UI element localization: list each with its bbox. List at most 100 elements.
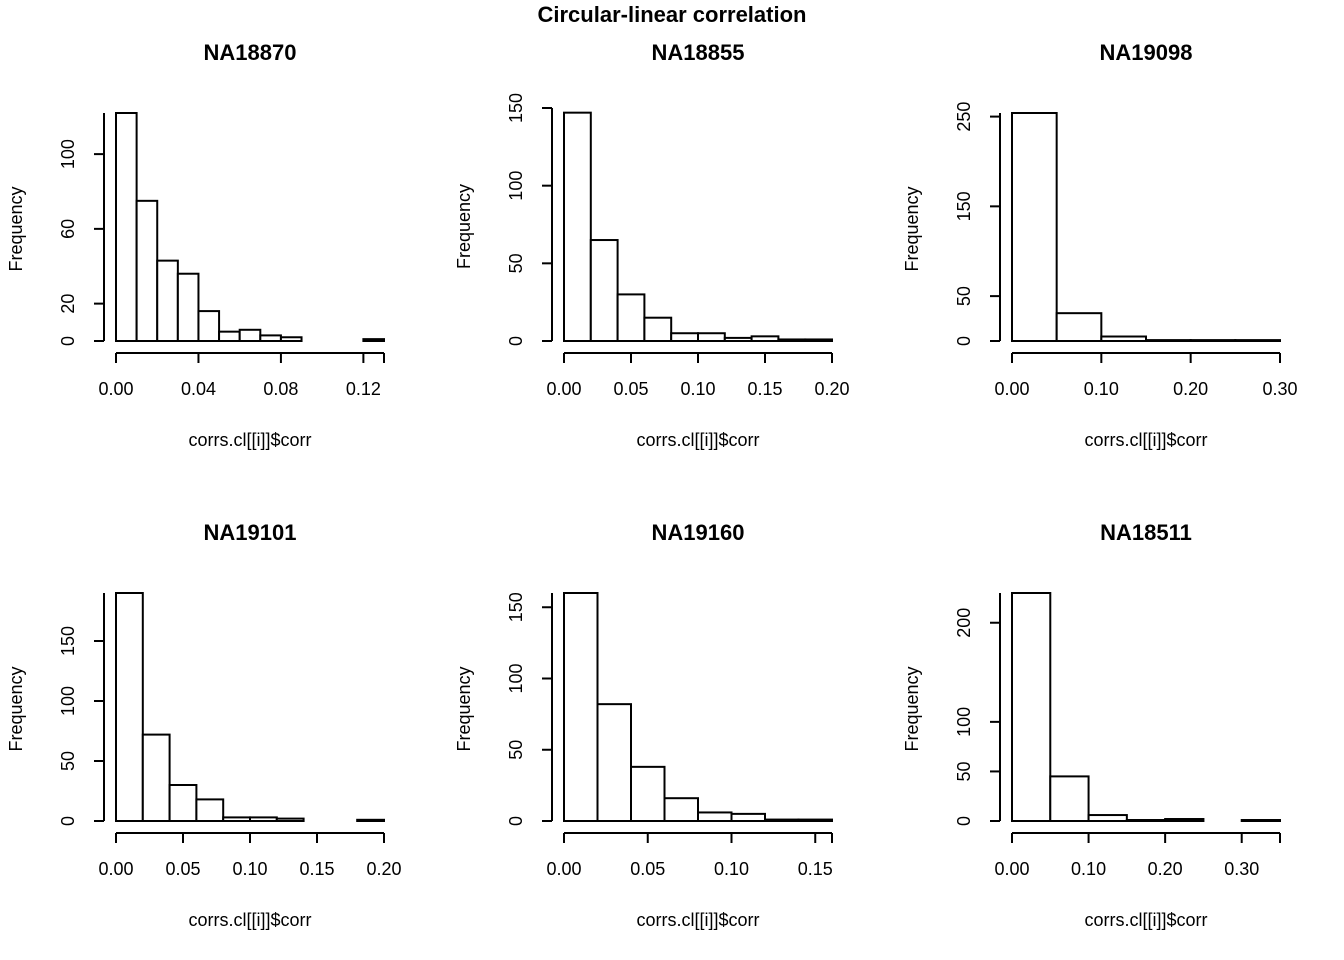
- x-axis-label: corrs.cl[[i]]$corr: [636, 430, 759, 450]
- histogram-bar: [777, 338, 807, 342]
- histogram-bar: [589, 239, 619, 343]
- histogram-bar: [596, 703, 632, 823]
- y-tick-label: 150: [58, 626, 78, 656]
- x-tick-label: 0.00: [98, 379, 133, 399]
- y-tick-label: 0: [58, 816, 78, 826]
- y-tick-label: 60: [58, 219, 78, 239]
- x-axis-label: corrs.cl[[i]]$corr: [1084, 430, 1207, 450]
- y-axis-label: Frequency: [6, 186, 26, 271]
- panel-title: NA19101: [204, 520, 297, 545]
- histogram-bar: [238, 328, 262, 343]
- x-tick-label: 0.10: [1071, 859, 1106, 879]
- y-tick-label: 50: [954, 286, 974, 306]
- y-tick-label: 0: [506, 816, 526, 826]
- x-tick-label: 0.12: [346, 379, 381, 399]
- histogram-bar: [616, 293, 646, 342]
- x-tick-label: 0.00: [98, 859, 133, 879]
- x-tick-label: 0.00: [546, 379, 581, 399]
- histogram-bar: [1189, 339, 1237, 342]
- x-tick-label: 0.10: [714, 859, 749, 879]
- histogram-bar: [670, 332, 700, 343]
- histogram-bar: [249, 816, 278, 823]
- x-tick-label: 0.15: [798, 859, 833, 879]
- x-axis-label: corrs.cl[[i]]$corr: [188, 430, 311, 450]
- histogram-bar: [195, 798, 225, 823]
- histogram-bar: [750, 335, 780, 342]
- histogram-bar: [697, 332, 726, 343]
- histogram-panel: NA19160 0.00 0.05 0.10 0.15 0 50 100 150 corrs.cl…: [454, 520, 833, 930]
- histogram-bar: [697, 811, 733, 823]
- y-tick-label: 0: [954, 816, 974, 826]
- histogram-panel: NA18870 0.00 0.04 0.08 0.12 0 20 60 100 corrs.cl[…: [6, 40, 385, 450]
- panel-title: NA18855: [652, 40, 745, 65]
- y-tick-label: 0: [58, 336, 78, 346]
- x-tick-label: 0.00: [546, 859, 581, 879]
- histogram-bar: [218, 330, 241, 342]
- histogram-bar: [723, 336, 753, 343]
- histogram-bar: [1145, 339, 1192, 342]
- y-tick-label: 100: [506, 663, 526, 693]
- histogram-bar: [135, 199, 159, 342]
- x-tick-label: 0.05: [613, 379, 648, 399]
- y-tick-label: 0: [954, 336, 974, 346]
- panel-title: NA19160: [652, 520, 745, 545]
- x-tick-label: 0.00: [994, 859, 1029, 879]
- panel-title: NA19098: [1100, 40, 1193, 65]
- histogram-panel: NA18855 0.00 0.05 0.10 0.15 0.20 0 50 100 150 corr…: [454, 40, 850, 450]
- y-tick-label: 100: [506, 171, 526, 201]
- x-tick-label: 0.10: [232, 859, 267, 879]
- histogram-bar: [563, 111, 592, 342]
- x-tick-label: 0.04: [181, 379, 216, 399]
- histogram-bar: [115, 592, 144, 822]
- x-tick-label: 0.20: [366, 859, 401, 879]
- y-tick-label: 150: [506, 592, 526, 622]
- histogram-bar: [279, 336, 303, 343]
- histogram-bar: [1100, 335, 1148, 342]
- histogram-bar: [197, 310, 221, 342]
- histogram-bar: [1164, 818, 1205, 823]
- histogram-bar: [1011, 592, 1052, 822]
- y-axis-label: Frequency: [454, 184, 474, 269]
- x-tick-label: 0.05: [165, 859, 200, 879]
- x-tick-label: 0.08: [263, 379, 298, 399]
- histogram-bar: [176, 272, 200, 342]
- histogram-bar: [1234, 339, 1282, 342]
- figure-title: Circular-linear correlation: [537, 2, 807, 27]
- x-tick-label: 0.20: [814, 379, 849, 399]
- histogram-panel: NA19098 0.00 0.10 0.20 0.30 0 50 150 250 corrs.cl…: [902, 40, 1298, 450]
- y-axis-label: Frequency: [454, 666, 474, 751]
- y-tick-label: 150: [954, 191, 974, 221]
- y-tick-label: 250: [954, 102, 974, 132]
- histogram-bar: [356, 818, 386, 822]
- histogram-bar: [764, 818, 800, 823]
- x-tick-label: 0.30: [1262, 379, 1297, 399]
- y-tick-label: 50: [954, 761, 974, 781]
- y-tick-label: 50: [506, 253, 526, 273]
- histogram-bar: [1125, 819, 1167, 822]
- histogram-bar: [1049, 775, 1090, 822]
- x-axis-label: corrs.cl[[i]]$corr: [1084, 910, 1207, 930]
- x-tick-label: 0.30: [1224, 859, 1259, 879]
- histogram-bar: [222, 816, 251, 823]
- y-tick-label: 50: [58, 751, 78, 771]
- x-tick-label: 0.15: [747, 379, 782, 399]
- panel-title: NA18870: [204, 40, 297, 65]
- histogram-bar: [115, 112, 138, 342]
- histogram-bar: [168, 784, 198, 822]
- y-tick-label: 200: [954, 608, 974, 638]
- histogram-bar: [663, 797, 699, 823]
- histogram-bar: [259, 334, 282, 342]
- y-tick-label: 100: [954, 707, 974, 737]
- histogram-bar: [141, 733, 171, 822]
- histogram-bar: [1055, 312, 1103, 342]
- x-tick-label: 0.20: [1148, 859, 1183, 879]
- histogram-bar: [156, 259, 179, 342]
- histogram-panel: NA19101 0.00 0.05 0.10 0.15 0.20 0 50 100 150 corr…: [6, 520, 402, 930]
- y-axis-label: Frequency: [902, 186, 922, 271]
- x-axis-label: corrs.cl[[i]]$corr: [188, 910, 311, 930]
- histogram-bar: [730, 812, 766, 822]
- y-tick-label: 20: [58, 294, 78, 314]
- x-tick-label: 0.20: [1173, 379, 1208, 399]
- histogram-bar: [275, 817, 305, 822]
